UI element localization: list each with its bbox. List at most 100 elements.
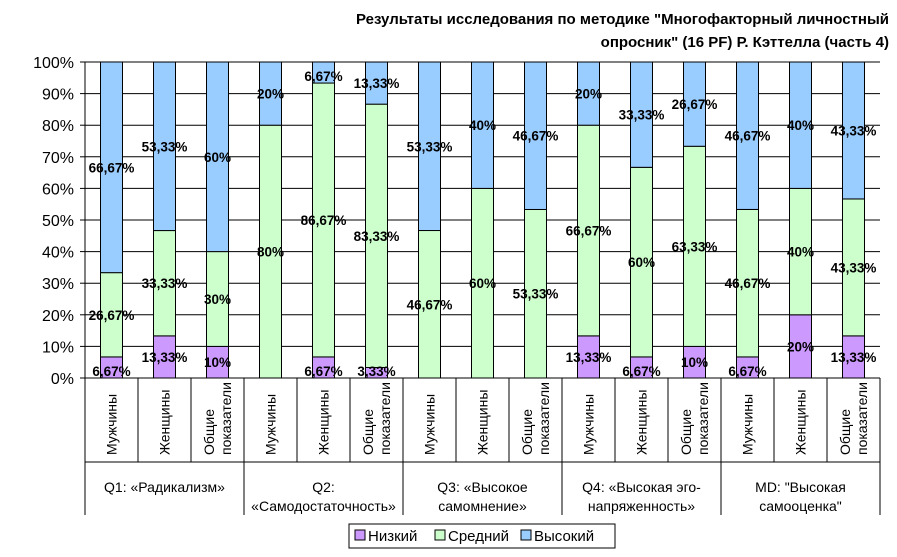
bar-segment-Высокий [153,61,176,232]
data-label: 43,33% [831,123,877,138]
data-label: 66,67% [89,160,135,175]
y-tick-label: 60% [42,181,74,198]
chart-title: Результаты исследования по методике "Мно… [356,11,889,28]
bar-segment-Высокий [471,61,494,189]
data-label: 80% [257,245,284,260]
legend [348,523,616,549]
data-label: 10% [204,355,231,370]
subcategory-label: Женщины [157,390,173,455]
data-label: 60% [628,255,655,270]
subcategory-label: Женщины [634,390,650,455]
data-label: 20% [575,87,602,102]
data-label: 46,67% [513,129,559,144]
subcategory-label: Общие [360,409,376,455]
chart-title: опросник" (16 PF) Р. Кэттелла (часть 4) [601,34,889,51]
legend-label: Низкий [368,528,417,545]
group-label: Q4: «Высокая эго- [582,479,701,495]
subcategory-label: показатели [854,382,870,455]
bar-segment-Высокий [842,61,865,200]
y-tick-label: 90% [42,87,74,104]
y-tick-label: 100% [33,55,74,72]
subcategory-label: показатели [218,382,234,455]
y-tick-label: 80% [42,118,74,135]
data-label: 66,67% [566,224,612,239]
data-label: 46,67% [407,297,453,312]
data-label: 83,33% [354,229,400,244]
data-label: 86,67% [301,213,347,228]
bar-segment-Высокий [100,61,123,274]
group-label: самомнение» [438,498,527,514]
subcategory-label: Общие [201,409,217,455]
group-label: «Самодостаточность» [251,498,396,514]
data-label: 30% [204,292,231,307]
data-label: 13,33% [142,350,188,365]
data-label: 6,67% [728,364,766,379]
legend-swatch [434,529,446,541]
legend-swatch [520,529,532,541]
data-label: 6,67% [622,364,660,379]
bar-segment-Высокий [418,61,441,232]
data-label: 46,67% [725,129,771,144]
subcategory-label: Мужчины [422,394,438,455]
bar-segment-Высокий [683,61,706,147]
y-tick-label: 0% [51,371,74,388]
subcategory-label: Женщины [793,390,809,455]
data-label: 26,67% [672,97,718,112]
data-label: 60% [469,276,496,291]
y-tick-label: 50% [42,213,74,230]
group-label: Q2: [312,479,335,495]
subcategory-label: показатели [695,382,711,455]
bar-segment-Высокий [312,61,335,84]
data-label: 63,33% [672,239,718,254]
legend-label: Средний [448,528,509,545]
data-label: 6,67% [92,364,130,379]
bar-segment-Высокий [259,61,282,126]
data-label: 53,33% [142,139,188,154]
bar-segment-Высокий [630,61,653,168]
subcategory-label: Мужчины [263,394,279,455]
data-label: 40% [469,118,496,133]
data-label: 10% [681,355,708,370]
bar-segment-Высокий [577,61,600,126]
data-label: 6,67% [304,69,342,84]
y-tick-label: 10% [42,339,74,356]
y-tick-label: 20% [42,308,74,325]
group-label: самооценка" [759,498,842,514]
data-label: 13,33% [831,350,877,365]
bar-segment-Высокий [365,61,388,105]
subcategory-label: Общие [519,409,535,455]
data-label: 3,33% [357,364,395,379]
y-tick-label: 40% [42,245,74,262]
data-label: 53,33% [407,139,453,154]
group-label: Q3: «Высокое [437,479,528,495]
y-tick-label: 30% [42,276,74,293]
subcategory-label: Мужчины [104,394,120,455]
subcategory-label: Женщины [316,390,332,455]
data-label: 53,33% [513,287,559,302]
data-label: 13,33% [566,350,612,365]
data-label: 33,33% [142,276,188,291]
data-label: 43,33% [831,260,877,275]
data-label: 40% [787,245,814,260]
legend-swatch [354,529,366,541]
data-label: 20% [787,339,814,354]
bar-segment-Высокий [524,61,547,210]
subcategory-label: Общие [837,409,853,455]
y-tick-label: 70% [42,150,74,167]
data-label: 13,33% [354,76,400,91]
data-label: 33,33% [619,108,665,123]
data-label: 60% [204,150,231,165]
subcategory-label: Общие [678,409,694,455]
data-label: 6,67% [304,364,342,379]
subcategory-label: показатели [377,382,393,455]
bar-segment-Высокий [736,61,759,210]
subcategory-label: Мужчины [740,394,756,455]
group-label: напряженность» [588,498,695,514]
subcategory-label: Мужчины [581,394,597,455]
group-label: Q1: «Радикализм» [104,479,225,495]
data-label: 20% [257,87,284,102]
group-label: MD: "Высокая [755,479,846,495]
data-label: 26,67% [89,308,135,323]
subcategory-label: показатели [536,382,552,455]
